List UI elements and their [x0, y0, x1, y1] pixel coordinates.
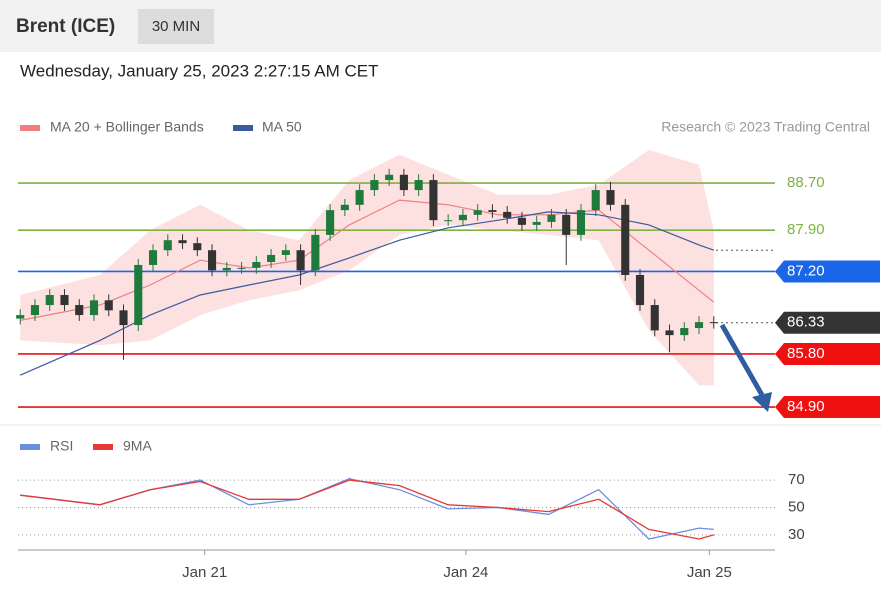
level-box — [775, 396, 880, 419]
candle-body — [694, 322, 704, 329]
candle-body — [148, 250, 158, 265]
candle-body — [458, 214, 467, 221]
source: Research © 2023 Trading Central — [661, 119, 870, 135]
arrow-shaft — [719, 323, 765, 397]
level-label: 87.90 — [787, 221, 825, 238]
x-tick-label: Jan 25 — [687, 564, 732, 581]
arrow-head — [752, 392, 772, 412]
candle-body — [429, 180, 438, 221]
legend-label: MA 20 + Bollinger Bands — [50, 119, 204, 135]
ma-line — [20, 199, 715, 321]
candle-body — [606, 190, 615, 205]
bollinger-band — [20, 150, 714, 386]
subtitle: Wednesday, January 25, 2023 2:27:15 AM C… — [20, 61, 378, 80]
candle-body — [340, 204, 349, 211]
level-box — [775, 260, 880, 283]
y-tick-label: 70 — [788, 471, 805, 488]
candle-body — [355, 190, 364, 205]
legend-swatch — [20, 125, 40, 131]
candle-body — [621, 204, 630, 275]
candle-body — [222, 267, 231, 271]
forecast-arrow — [719, 323, 772, 412]
level-label: 86.33 — [787, 314, 825, 331]
level-label: 87.20 — [787, 262, 825, 279]
header-bar — [0, 0, 881, 52]
candle-body — [207, 250, 217, 271]
candle-body — [281, 250, 290, 255]
plot: 88.70 87.90 87.20 86.33 85.80 84.90 Jan 21 Jan … — [16, 150, 880, 581]
candle-body — [178, 240, 187, 244]
candle-body — [665, 330, 674, 336]
candle-body — [60, 295, 69, 306]
x-tick-label: Jan 24 — [443, 564, 488, 581]
candle-body — [503, 211, 512, 218]
legend-swatch — [20, 444, 40, 450]
y-tick-label: 30 — [788, 526, 805, 543]
ma-line — [19, 211, 715, 376]
candle-body — [576, 210, 586, 235]
candle-body — [547, 214, 556, 222]
y-tick-label: 50 — [788, 498, 805, 515]
candle-body — [414, 180, 423, 191]
level-label: 84.90 — [787, 398, 825, 415]
candle-body — [296, 250, 305, 271]
candle-body — [650, 305, 659, 331]
candle-body — [399, 174, 408, 191]
timeframe-box[interactable] — [138, 9, 214, 44]
candle-body — [635, 274, 645, 306]
candle-body — [75, 305, 84, 316]
candle-body — [267, 254, 276, 263]
candle-body — [16, 315, 25, 319]
candle-body — [488, 210, 497, 212]
level-label: 88.70 — [787, 174, 825, 191]
candle-body — [237, 267, 246, 269]
candle-body — [532, 221, 541, 225]
timeframe[interactable]: 30 MIN — [152, 18, 200, 35]
candle-body — [591, 190, 600, 211]
chart-title: Brent (ICE) — [16, 16, 115, 37]
rsi-line — [20, 479, 714, 540]
candle-body — [311, 234, 320, 271]
level-box — [775, 311, 880, 334]
candle-body — [104, 300, 113, 311]
level-box — [775, 342, 880, 365]
candle-body — [119, 310, 128, 326]
level-label: 85.80 — [787, 345, 825, 362]
candle-body — [326, 210, 335, 235]
candle-body — [193, 243, 202, 251]
candle-body — [252, 262, 261, 268]
legend-label: 9MA — [123, 438, 152, 454]
legend-label: MA 50 — [262, 119, 302, 135]
x-tick-label: Jan 21 — [182, 564, 227, 581]
candle-body — [562, 214, 571, 235]
candle-body — [134, 264, 143, 326]
candle-body — [444, 220, 453, 222]
candle-body — [163, 240, 172, 251]
candle-body — [473, 210, 482, 215]
rsi-line — [20, 478, 714, 540]
candle-body — [709, 322, 718, 324]
candle-body — [89, 300, 99, 316]
candle-body — [370, 180, 379, 191]
legend-swatch — [233, 125, 253, 131]
candle-body — [680, 328, 689, 336]
candle-body — [30, 305, 40, 316]
candle-body — [45, 295, 54, 306]
candle-body — [385, 174, 394, 181]
legend-label: RSI — [50, 438, 73, 454]
candle-body — [517, 217, 527, 225]
legend-swatch — [93, 444, 113, 450]
